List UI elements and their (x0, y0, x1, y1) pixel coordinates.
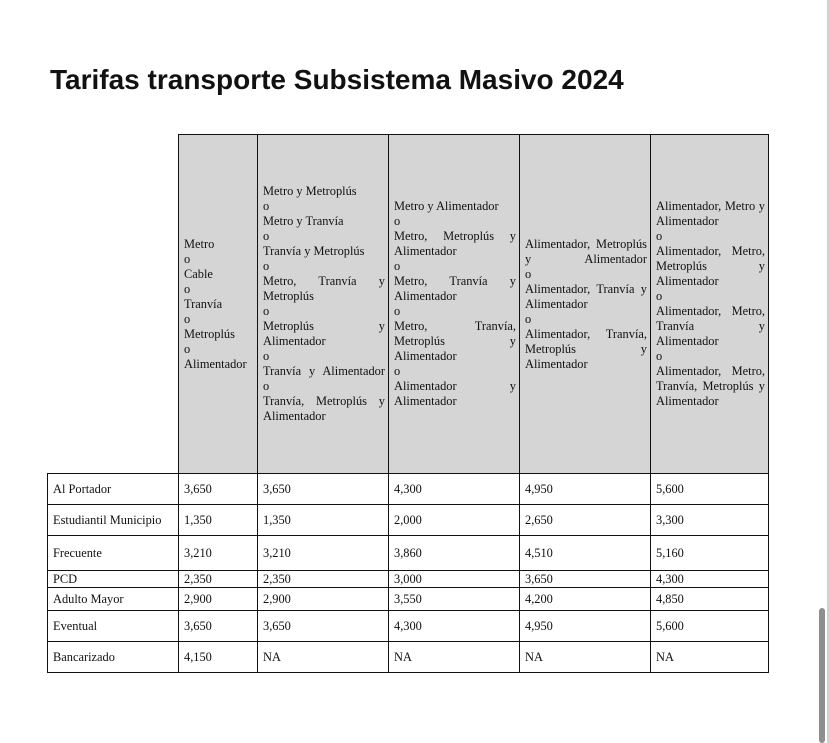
fare-table: Metro o Cable o Tranvía o Metroplús o Al… (47, 134, 769, 673)
vertical-scrollbar[interactable] (819, 608, 825, 743)
table-cell: 3,650 (178, 473, 258, 505)
row-label: Adulto Mayor (47, 587, 179, 611)
table-cell: 5,160 (650, 535, 769, 571)
table-cell: 2,000 (388, 504, 520, 536)
table-cell: NA (650, 641, 769, 673)
table-cell: 3,650 (257, 473, 389, 505)
table-row: Eventual 3,650 3,650 4,300 4,950 5,600 (47, 610, 769, 642)
column-header-2-text: Metro y Metroplús o Metro y Tranvía o Tr… (263, 184, 385, 423)
table-cell: 4,300 (650, 570, 769, 588)
table-cell: 1,350 (257, 504, 389, 536)
table-cell: 4,510 (519, 535, 651, 571)
table-row: Frecuente 3,210 3,210 3,860 4,510 5,160 (47, 535, 769, 571)
column-header-4-text: Alimentador, Metroplús y Alimentador o A… (525, 236, 647, 371)
row-label: Al Portador (47, 473, 179, 505)
table-cell: 3,650 (257, 610, 389, 642)
table-cell: 3,550 (388, 587, 520, 611)
table-cell: 3,650 (178, 610, 258, 642)
table-cell: 3,000 (388, 570, 520, 588)
table-row: Adulto Mayor 2,900 2,900 3,550 4,200 4,8… (47, 587, 769, 611)
column-header-3: Metro y Alimentador o Metro, Metroplús y… (388, 134, 520, 474)
table-row: Estudiantil Municipio 1,350 1,350 2,000 … (47, 504, 769, 536)
column-header-1: Metro o Cable o Tranvía o Metroplús o Al… (178, 134, 258, 474)
table-cell: 2,650 (519, 504, 651, 536)
table-cell: 4,300 (388, 610, 520, 642)
column-header-2: Metro y Metroplús o Metro y Tranvía o Tr… (257, 134, 389, 474)
table-cell: 4,200 (519, 587, 651, 611)
table-cell: 3,860 (388, 535, 520, 571)
table-cell: 2,350 (257, 570, 389, 588)
table-row: Bancarizado 4,150 NA NA NA NA (47, 641, 769, 673)
column-header-5: Alimentador, Metro y Alimentador o Alime… (650, 134, 769, 474)
table-cell: NA (257, 641, 389, 673)
table-cell: 5,600 (650, 473, 769, 505)
column-header-5-text: Alimentador, Metro y Alimentador o Alime… (656, 199, 765, 408)
table-cell: NA (388, 641, 520, 673)
page-title: Tarifas transporte Subsistema Masivo 202… (50, 64, 624, 95)
table-cell: 3,210 (257, 535, 389, 571)
table-cell: NA (519, 641, 651, 673)
row-label: Bancarizado (47, 641, 179, 673)
header-corner (47, 134, 179, 474)
table-row: Al Portador 3,650 3,650 4,300 4,950 5,60… (47, 473, 769, 505)
table-cell: 4,850 (650, 587, 769, 611)
table-cell: 2,350 (178, 570, 258, 588)
table-cell: 4,950 (519, 610, 651, 642)
table-cell: 3,650 (519, 570, 651, 588)
row-label: Estudiantil Municipio (47, 504, 179, 536)
page-right-border (827, 0, 829, 743)
row-label: PCD (47, 570, 179, 588)
column-header-1-text: Metro o Cable o Tranvía o Metroplús o Al… (184, 236, 247, 371)
table-cell: 2,900 (178, 587, 258, 611)
table-cell: 2,900 (257, 587, 389, 611)
table-row: PCD 2,350 2,350 3,000 3,650 4,300 (47, 570, 769, 588)
table-cell: 3,210 (178, 535, 258, 571)
row-label: Frecuente (47, 535, 179, 571)
table-cell: 1,350 (178, 504, 258, 536)
column-header-4: Alimentador, Metroplús y Alimentador o A… (519, 134, 651, 474)
header-row: Metro o Cable o Tranvía o Metroplús o Al… (47, 134, 769, 474)
table-cell: 4,300 (388, 473, 520, 505)
column-header-3-text: Metro y Alimentador o Metro, Metroplús y… (394, 199, 516, 408)
row-label: Eventual (47, 610, 179, 642)
table-cell: 5,600 (650, 610, 769, 642)
table-cell: 4,950 (519, 473, 651, 505)
table-cell: 3,300 (650, 504, 769, 536)
table-cell: 4,150 (178, 641, 258, 673)
